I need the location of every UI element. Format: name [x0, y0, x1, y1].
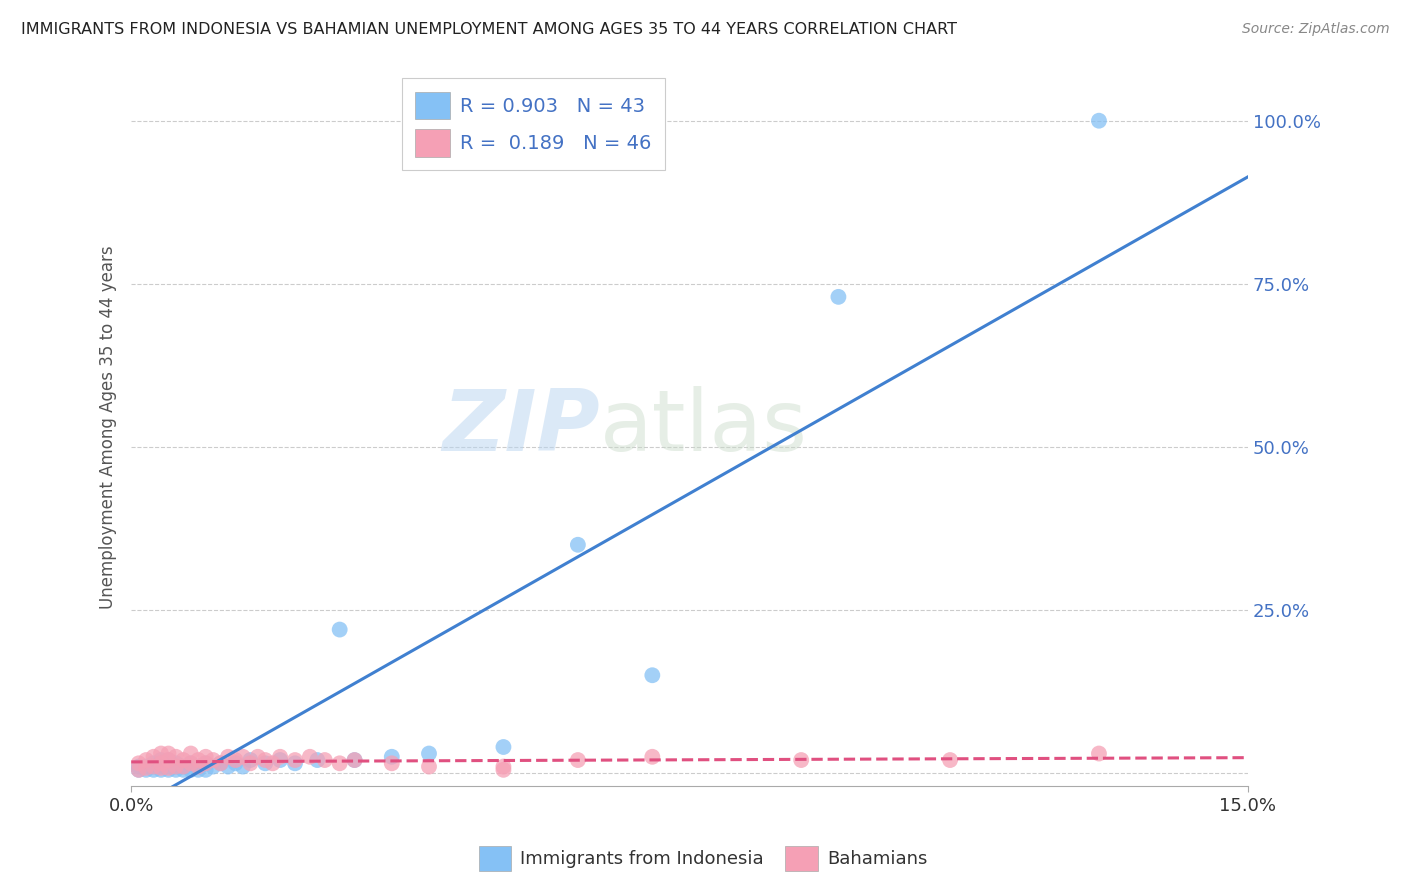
Point [209, 756, 232, 771]
Point [150, 747, 173, 761]
Point [180, 756, 202, 771]
Point [217, 759, 239, 773]
Point [150, 759, 173, 773]
Text: Source: ZipAtlas.com: Source: ZipAtlas.com [1241, 22, 1389, 37]
Y-axis label: Unemployment Among Ages 35 to 44 years: Unemployment Among Ages 35 to 44 years [100, 245, 117, 609]
Point [128, 763, 150, 777]
Point [939, 753, 962, 767]
Point [202, 759, 225, 773]
Point [284, 753, 307, 767]
Point [135, 761, 157, 775]
Point [224, 753, 246, 767]
Point [202, 753, 225, 767]
Point [128, 759, 150, 773]
Point [157, 761, 180, 775]
Point [314, 753, 336, 767]
Point [172, 759, 194, 773]
Point [180, 756, 202, 771]
Point [567, 538, 589, 552]
Point [142, 756, 165, 771]
Point [381, 756, 404, 771]
Point [135, 763, 157, 777]
Point [217, 749, 239, 764]
Legend: Immigrants from Indonesia, Bahamians: Immigrants from Indonesia, Bahamians [471, 838, 935, 879]
Point [157, 759, 180, 773]
Point [224, 756, 246, 771]
Point [187, 753, 209, 767]
Point [157, 747, 180, 761]
Point [1088, 113, 1111, 128]
Point [165, 759, 187, 773]
Point [150, 763, 173, 777]
Point [165, 749, 187, 764]
Point [239, 756, 262, 771]
Point [381, 749, 404, 764]
Point [194, 756, 217, 771]
Point [641, 668, 664, 682]
Point [641, 749, 664, 764]
Point [157, 763, 180, 777]
Point [142, 759, 165, 773]
Point [165, 763, 187, 777]
Point [194, 763, 217, 777]
Point [180, 763, 202, 777]
Point [172, 753, 194, 767]
Point [172, 759, 194, 773]
Point [329, 756, 352, 771]
Point [567, 753, 589, 767]
Point [262, 756, 284, 771]
Point [157, 753, 180, 767]
Point [180, 747, 202, 761]
Point [194, 756, 217, 771]
Point [329, 623, 352, 637]
Point [254, 753, 277, 767]
Point [187, 759, 209, 773]
Point [157, 753, 180, 767]
Point [492, 763, 515, 777]
Point [232, 759, 254, 773]
Point [128, 763, 150, 777]
Point [172, 763, 194, 777]
Text: atlas: atlas [600, 386, 808, 469]
Point [142, 759, 165, 773]
Point [269, 749, 291, 764]
Point [246, 749, 269, 764]
Point [239, 753, 262, 767]
Text: ZIP: ZIP [443, 386, 600, 469]
Point [343, 753, 366, 767]
Point [254, 756, 277, 771]
Legend: R = 0.903   N = 43, R =  0.189   N = 46: R = 0.903 N = 43, R = 0.189 N = 46 [402, 78, 665, 170]
Point [150, 753, 173, 767]
Point [418, 759, 440, 773]
Point [194, 749, 217, 764]
Text: IMMIGRANTS FROM INDONESIA VS BAHAMIAN UNEMPLOYMENT AMONG AGES 35 TO 44 YEARS COR: IMMIGRANTS FROM INDONESIA VS BAHAMIAN UN… [21, 22, 957, 37]
Point [187, 763, 209, 777]
Point [128, 756, 150, 771]
Point [827, 290, 849, 304]
Point [284, 756, 307, 771]
Point [187, 759, 209, 773]
Point [150, 756, 173, 771]
Point [790, 753, 813, 767]
Point [492, 739, 515, 754]
Point [418, 747, 440, 761]
Point [492, 759, 515, 773]
Point [142, 763, 165, 777]
Point [142, 749, 165, 764]
Point [269, 753, 291, 767]
Point [135, 753, 157, 767]
Point [209, 756, 232, 771]
Point [307, 753, 329, 767]
Point [298, 749, 321, 764]
Point [1088, 747, 1111, 761]
Point [135, 759, 157, 773]
Point [232, 749, 254, 764]
Point [165, 759, 187, 773]
Point [165, 756, 187, 771]
Point [343, 753, 366, 767]
Point [150, 761, 173, 775]
